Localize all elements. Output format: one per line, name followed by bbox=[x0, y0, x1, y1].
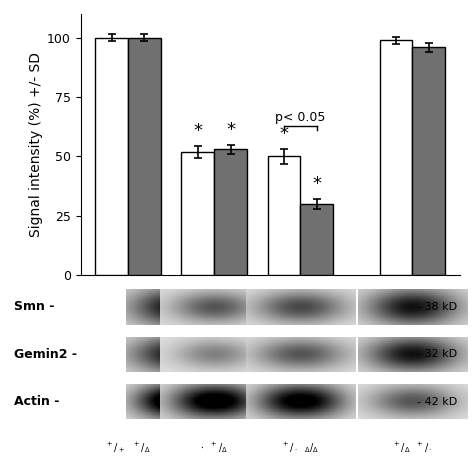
Bar bbox=[380, 40, 412, 275]
Text: Actin -: Actin - bbox=[14, 395, 60, 408]
Text: *: * bbox=[280, 126, 289, 144]
Text: *: * bbox=[226, 121, 235, 139]
Text: Smn -: Smn - bbox=[14, 301, 55, 313]
Text: - 42 kD: - 42 kD bbox=[417, 397, 457, 407]
Bar bbox=[268, 156, 301, 275]
Text: Gemin2 -: Gemin2 - bbox=[14, 348, 77, 361]
Text: $\mathit{^+/_+}$  $\mathit{^+/_\Delta}$: $\mathit{^+/_+}$ $\mathit{^+/_\Delta}$ bbox=[105, 440, 151, 456]
Y-axis label: Signal intensity (%) +/- SD: Signal intensity (%) +/- SD bbox=[29, 52, 43, 237]
Text: $\mathit{^+/_\Delta}$  $\mathit{^+/_\cdot}$: $\mathit{^+/_\Delta}$ $\mathit{^+/_\cdot… bbox=[392, 440, 433, 456]
Bar bbox=[412, 47, 445, 275]
Bar bbox=[301, 204, 333, 275]
Text: *: * bbox=[193, 122, 202, 140]
Text: p< 0.05: p< 0.05 bbox=[275, 111, 326, 125]
Text: $\cdot$  $\mathit{^+/_\Delta}$: $\cdot$ $\mathit{^+/_\Delta}$ bbox=[200, 440, 228, 456]
Text: *: * bbox=[312, 175, 321, 193]
Bar bbox=[128, 38, 161, 275]
Text: - 38 kD: - 38 kD bbox=[417, 302, 457, 312]
Bar bbox=[95, 38, 128, 275]
Text: - 32 kD: - 32 kD bbox=[417, 349, 457, 359]
Bar bbox=[182, 152, 214, 275]
Text: $\mathit{^+/_\cdot}$  $\mathit{_\Delta/_\Delta}$: $\mathit{^+/_\cdot}$ $\mathit{_\Delta/_\… bbox=[281, 440, 319, 456]
Bar bbox=[214, 149, 247, 275]
